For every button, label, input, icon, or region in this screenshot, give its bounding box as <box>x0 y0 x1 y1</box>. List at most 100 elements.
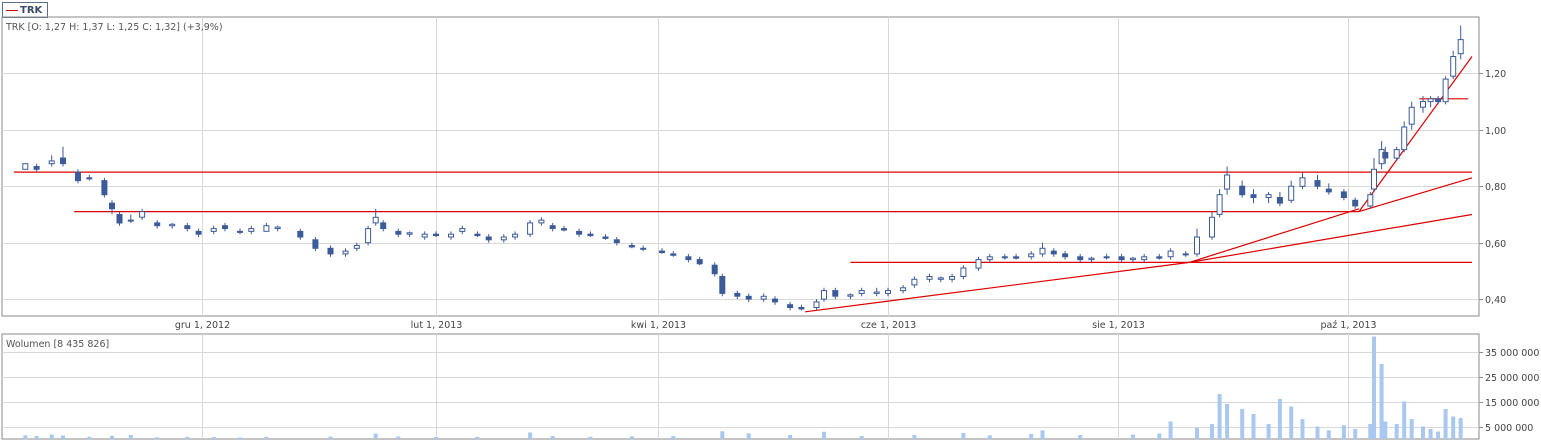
volume-bar <box>328 436 333 439</box>
candle-body-down <box>1276 197 1283 204</box>
candle <box>1103 253 1110 260</box>
candle <box>760 293 767 302</box>
candle <box>1420 96 1426 113</box>
x-axis-ticks: gru 1, 2012 lut 1, 2013 kwi 1, 2013 cze 1, … <box>175 320 1377 331</box>
volume-tick-label: 15 000 000 <box>1485 398 1539 409</box>
y-tick-label: 0,80 <box>1485 182 1506 193</box>
candle-body-up <box>274 226 281 230</box>
candle-body-down <box>602 236 609 239</box>
candle-body-down <box>711 264 718 275</box>
candle-body-up <box>139 211 146 218</box>
candle-body-up <box>22 163 29 170</box>
volume-bar <box>1451 416 1456 439</box>
candle-body-down <box>485 236 492 241</box>
volume-bar <box>1353 429 1358 439</box>
candle-body-up <box>900 287 907 292</box>
candle-body-up <box>512 233 519 238</box>
candle <box>184 222 191 232</box>
volume-bar <box>23 435 28 440</box>
candle <box>576 228 583 237</box>
candle-body-up <box>1194 236 1200 255</box>
volume-tick-label: 35 000 000 <box>1485 348 1539 359</box>
candle-body-up <box>421 233 428 238</box>
candle <box>1216 189 1223 218</box>
candle <box>1239 180 1246 198</box>
candle <box>222 222 228 232</box>
candle-body-down <box>1325 188 1332 193</box>
candle-body-down <box>719 276 726 294</box>
candle <box>1435 96 1442 105</box>
volume-bar <box>1421 426 1425 439</box>
candle-body-up <box>1393 149 1400 159</box>
candle <box>798 304 805 311</box>
volume-tick-label: 25 000 000 <box>1485 373 1539 384</box>
y-tick-label: 0,40 <box>1485 295 1506 306</box>
candle <box>33 163 40 173</box>
candle <box>1118 253 1125 263</box>
candle-body-up <box>1265 194 1272 198</box>
candle <box>926 273 933 283</box>
candle <box>685 253 692 263</box>
candle <box>561 225 567 232</box>
candle-body-down <box>561 228 567 231</box>
volume-bar <box>912 435 917 439</box>
candle <box>1288 180 1295 204</box>
volume-bar <box>987 435 992 440</box>
candle <box>1408 101 1415 130</box>
volume-bar <box>1168 421 1173 439</box>
candle <box>327 245 334 257</box>
candle-body-up <box>1182 253 1189 256</box>
candle-body-up <box>1028 253 1035 258</box>
candle-body-up <box>949 276 956 280</box>
candle-body-down <box>787 304 794 309</box>
candle <box>75 169 81 184</box>
candle <box>1393 146 1400 161</box>
candle <box>448 231 454 240</box>
x-tick-label: sie 1, 2013 <box>1092 320 1145 331</box>
volume-bar <box>155 437 160 440</box>
candle-body-down <box>549 225 556 229</box>
candle <box>1457 25 1464 60</box>
volume-bar <box>185 436 190 440</box>
candle-body-down <box>1077 256 1084 261</box>
candle-body-down <box>1118 256 1125 261</box>
candle <box>613 237 620 246</box>
candle-body-up <box>1450 56 1457 77</box>
candle-body-down <box>60 157 66 165</box>
candle-body-up <box>975 259 982 269</box>
candle <box>1167 248 1174 260</box>
candle <box>86 175 93 181</box>
candle <box>60 146 66 167</box>
ohlc-readout: TRK [O: 1,27 H: 1,37 L: 1,25 C: 1,32] (+… <box>5 22 223 33</box>
legend-symbol: TRK <box>20 4 43 16</box>
candle-body-up <box>1141 256 1148 261</box>
candle-body-down <box>659 250 665 254</box>
volume-bar <box>264 436 269 440</box>
candle <box>628 242 635 249</box>
candle <box>1299 172 1306 190</box>
candle <box>885 287 891 297</box>
volume-bar <box>1195 427 1199 440</box>
candle <box>421 231 428 240</box>
candle <box>237 228 243 235</box>
candle-body-up <box>1039 247 1046 255</box>
volume-bar <box>61 435 65 439</box>
candle-body-up <box>372 216 379 224</box>
candle <box>248 225 255 235</box>
volume-bar <box>746 433 751 439</box>
candle-body-up <box>527 222 534 235</box>
candle-body-down <box>154 222 161 227</box>
candle <box>602 234 609 240</box>
candle <box>1442 76 1449 105</box>
candle <box>395 228 402 237</box>
x-tick-label: paź 1, 2013 <box>1320 320 1376 331</box>
candle-body-up <box>1299 177 1306 187</box>
volume-bar <box>1040 430 1045 440</box>
volume-bar <box>1300 419 1305 439</box>
candle <box>195 228 202 237</box>
candle <box>937 276 944 283</box>
candle <box>745 293 752 302</box>
candle <box>169 222 176 229</box>
candle <box>353 242 360 252</box>
